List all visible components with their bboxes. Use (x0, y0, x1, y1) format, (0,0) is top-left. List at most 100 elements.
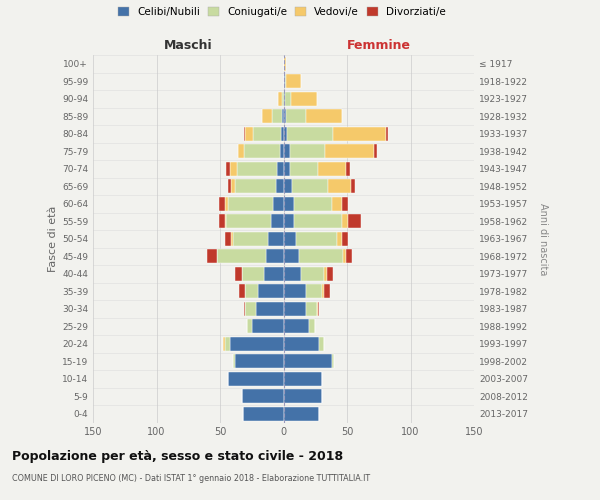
Bar (219, 214, 225, 228)
Bar (253, 126, 281, 141)
Bar (225, 232, 232, 246)
Bar (244, 144, 280, 158)
Bar (284, 126, 287, 141)
Bar (265, 266, 284, 281)
Bar (225, 196, 227, 211)
Bar (225, 336, 230, 351)
Bar (343, 249, 346, 264)
Bar (290, 162, 318, 176)
Bar (280, 144, 284, 158)
Bar (282, 92, 284, 106)
Bar (232, 232, 233, 246)
Bar (286, 74, 301, 88)
Bar (324, 266, 326, 281)
Bar (284, 196, 293, 211)
Bar (227, 372, 284, 386)
Bar (242, 389, 284, 404)
Bar (284, 214, 293, 228)
Bar (286, 109, 307, 124)
Bar (233, 354, 235, 368)
Bar (284, 179, 292, 194)
Bar (242, 266, 265, 281)
Bar (284, 266, 301, 281)
Bar (332, 196, 342, 211)
Bar (284, 319, 309, 334)
Bar (245, 284, 258, 298)
Bar (227, 179, 232, 194)
Bar (238, 144, 244, 158)
Bar (235, 266, 242, 281)
Bar (219, 196, 225, 211)
Bar (292, 179, 328, 194)
Bar (235, 354, 284, 368)
Bar (342, 214, 348, 228)
Bar (284, 232, 296, 246)
Bar (282, 109, 284, 124)
Bar (284, 56, 286, 71)
Bar (235, 179, 276, 194)
Bar (227, 196, 274, 211)
Bar (296, 232, 337, 246)
Bar (374, 144, 377, 158)
Bar (230, 162, 236, 176)
Bar (258, 284, 284, 298)
Bar (342, 196, 348, 211)
Bar (317, 302, 318, 316)
Bar (230, 336, 284, 351)
Bar (293, 214, 342, 228)
Bar (266, 249, 284, 264)
Bar (287, 126, 333, 141)
Bar (301, 266, 324, 281)
Bar (284, 74, 285, 88)
Bar (271, 214, 284, 228)
Bar (245, 302, 256, 316)
Legend: Celibi/Nubili, Coniugati/e, Vedovi/e, Divorziati/e: Celibi/Nubili, Coniugati/e, Vedovi/e, Di… (116, 5, 448, 20)
Bar (318, 302, 319, 316)
Bar (208, 249, 217, 264)
Bar (226, 162, 230, 176)
Bar (281, 126, 284, 141)
Bar (243, 406, 284, 421)
Bar (337, 232, 342, 246)
Text: Popolazione per età, sesso e stato civile - 2018: Popolazione per età, sesso e stato civil… (12, 450, 343, 463)
Bar (307, 284, 322, 298)
Bar (256, 302, 284, 316)
Bar (386, 126, 388, 141)
Bar (346, 249, 352, 264)
Y-axis label: Fasce di età: Fasce di età (48, 206, 58, 272)
Bar (325, 144, 374, 158)
Bar (346, 162, 350, 176)
Bar (236, 162, 277, 176)
Bar (348, 214, 361, 228)
Bar (278, 92, 282, 106)
Bar (233, 232, 268, 246)
Bar (244, 302, 245, 316)
Bar (342, 232, 348, 246)
Bar (268, 232, 284, 246)
Bar (232, 179, 235, 194)
Bar (290, 144, 325, 158)
Bar (284, 249, 299, 264)
Bar (217, 249, 266, 264)
Bar (284, 389, 322, 404)
Bar (322, 284, 324, 298)
Bar (284, 284, 307, 298)
Bar (285, 74, 286, 88)
Bar (247, 319, 252, 334)
Bar (284, 406, 319, 421)
Bar (245, 126, 253, 141)
Bar (284, 92, 285, 106)
Bar (307, 109, 342, 124)
Bar (324, 284, 331, 298)
Bar (244, 126, 245, 141)
Text: Maschi: Maschi (164, 40, 212, 52)
Bar (309, 319, 315, 334)
Y-axis label: Anni di nascita: Anni di nascita (538, 202, 548, 275)
Bar (284, 109, 286, 124)
Bar (276, 179, 284, 194)
Bar (285, 92, 291, 106)
Bar (328, 179, 351, 194)
Bar (326, 266, 333, 281)
Bar (319, 336, 324, 351)
Bar (277, 162, 284, 176)
